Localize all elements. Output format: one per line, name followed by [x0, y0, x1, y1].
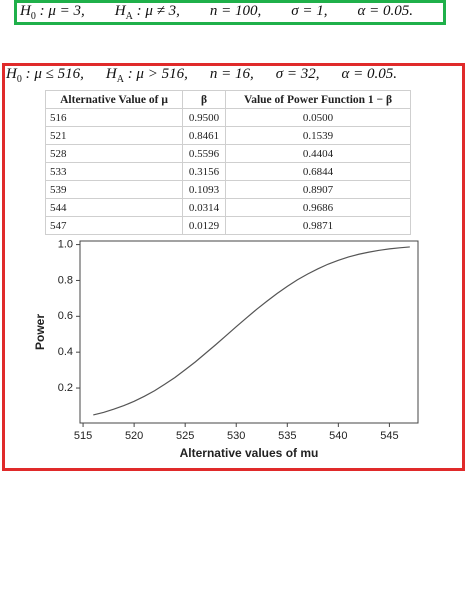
table-row: 516 0.9500 0.0500: [45, 108, 411, 127]
term-text: σ = 1,: [291, 3, 328, 19]
formula-term: HA : μ > 516,: [106, 66, 188, 85]
table-cell: 0.3156: [182, 162, 226, 181]
table-row: 521 0.8461 0.1539: [45, 126, 411, 145]
power-table: Alternative Value of μ β Value of Power Fu…: [45, 90, 411, 235]
term-text: n = 100,: [209, 3, 262, 19]
formula-term: α = 0.05.: [358, 3, 414, 22]
table-row: 539 0.1093 0.8907: [45, 180, 411, 199]
table-cell: 0.5596: [182, 144, 226, 163]
table-cell: 0.1539: [225, 126, 411, 145]
table-cell: 0.9871: [225, 216, 411, 235]
table-body: 516 0.9500 0.0500 521 0.8461 0.1539 528 0.5596 0…: [45, 108, 411, 235]
symbol: H: [6, 66, 17, 82]
term-text: α = 0.05.: [341, 66, 398, 82]
subscript: A: [116, 74, 124, 85]
table-cell: 0.8907: [225, 180, 411, 199]
formula-term: HA : μ ≠ 3,: [115, 3, 180, 22]
green-frame: [14, 0, 446, 25]
subscript: 0: [16, 74, 22, 85]
table-cell: 0.0129: [182, 216, 226, 235]
table-row: 547 0.0129 0.9871: [45, 216, 411, 235]
term-text: : μ > 516,: [123, 66, 188, 82]
term-text: : μ ≠ 3,: [132, 3, 180, 19]
table-cell: 0.0314: [182, 198, 226, 217]
table-cell: 0.0500: [225, 108, 411, 127]
table-cell: 0.8461: [182, 126, 226, 145]
symbol: H: [114, 3, 126, 19]
hypothesis-line: H0 : μ = 3, HA : μ ≠ 3, n = 100, σ = 1, α = …: [20, 3, 413, 22]
table-cell: 0.4404: [225, 144, 411, 163]
table-row: 528 0.5596 0.4404: [45, 144, 411, 163]
column-header: Alternative Value of μ: [45, 90, 183, 109]
term-text: : μ ≤ 516,: [21, 66, 84, 82]
table-row: 533 0.3156 0.6844: [45, 162, 411, 181]
table-cell: 544: [45, 198, 183, 217]
red-frame: [2, 63, 465, 471]
table-cell: 547: [45, 216, 183, 235]
header-row: Alternative Value of μ β Value of Power Fu…: [45, 90, 411, 109]
table-row: 544 0.0314 0.9686: [45, 198, 411, 217]
table-cell: 0.9686: [225, 198, 411, 217]
formula-term: σ = 32,: [276, 66, 320, 85]
column-header: Value of Power Function 1 − β: [225, 90, 411, 109]
table-cell: 539: [45, 180, 183, 199]
formula-term: H0 : μ ≤ 516,: [6, 66, 84, 85]
formula-term: α = 0.05.: [342, 66, 398, 85]
formula-term: H0 : μ = 3,: [20, 3, 85, 22]
hypothesis-line: H0 : μ ≤ 516, HA : μ > 516, n = 16, σ = 32,…: [6, 66, 397, 85]
table-cell: 533: [45, 162, 183, 181]
table-cell: 0.6844: [225, 162, 411, 181]
term-text: : μ = 3,: [35, 3, 85, 19]
subscript: 0: [30, 11, 36, 22]
table-cell: 528: [45, 144, 183, 163]
formula-term: n = 100,: [210, 3, 261, 22]
term-text: σ = 32,: [275, 66, 320, 82]
formula-term: σ = 1,: [291, 3, 327, 22]
table-cell: 0.9500: [182, 108, 226, 127]
table-cell: 0.1093: [182, 180, 226, 199]
table-cell: 516: [45, 108, 183, 127]
formula-term: n = 16,: [210, 66, 254, 85]
column-header: β: [182, 90, 226, 109]
subscript: A: [125, 11, 133, 22]
symbol: H: [20, 3, 31, 19]
term-text: n = 16,: [209, 66, 254, 82]
term-text: α = 0.05.: [357, 3, 414, 19]
symbol: H: [105, 66, 117, 82]
table-cell: 521: [45, 126, 183, 145]
